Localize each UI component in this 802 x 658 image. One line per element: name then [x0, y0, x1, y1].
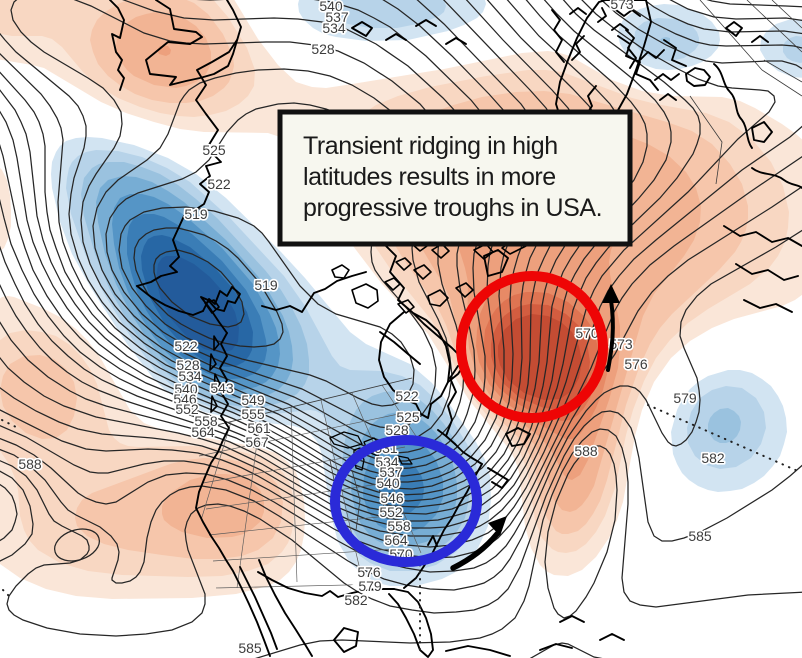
svg-text:progressive troughs in USA.: progressive troughs in USA.: [303, 194, 602, 222]
svg-text:Transient ridging in high: Transient ridging in high: [303, 132, 558, 160]
svg-text:525: 525: [396, 409, 420, 425]
svg-text:582: 582: [701, 450, 725, 466]
svg-text:534: 534: [178, 368, 202, 384]
svg-text:522: 522: [395, 388, 419, 404]
svg-text:555: 555: [241, 406, 265, 422]
svg-text:552: 552: [379, 504, 403, 520]
svg-text:549: 549: [241, 392, 265, 408]
svg-text:522: 522: [174, 338, 198, 354]
svg-text:537: 537: [379, 464, 403, 480]
svg-text:573: 573: [609, 336, 633, 352]
svg-text:552: 552: [175, 401, 199, 417]
svg-text:576: 576: [357, 564, 381, 580]
svg-text:558: 558: [194, 413, 218, 429]
svg-text:564: 564: [384, 532, 408, 548]
svg-text:519: 519: [184, 206, 208, 222]
svg-text:528: 528: [385, 422, 409, 438]
svg-text:522: 522: [207, 176, 231, 192]
svg-text:570: 570: [575, 325, 599, 341]
svg-text:573: 573: [610, 0, 634, 12]
svg-text:546: 546: [173, 391, 197, 407]
svg-text:588: 588: [18, 456, 42, 472]
svg-text:latitudes results in more: latitudes results in more: [303, 163, 556, 191]
svg-text:540: 540: [174, 381, 198, 397]
svg-text:534: 534: [322, 20, 346, 36]
svg-text:546: 546: [380, 490, 404, 506]
svg-text:534: 534: [375, 454, 399, 470]
svg-text:585: 585: [238, 640, 262, 656]
svg-text:558: 558: [387, 518, 411, 534]
svg-text:564: 564: [191, 424, 215, 440]
svg-text:585: 585: [688, 528, 712, 544]
svg-text:540: 540: [376, 475, 400, 491]
svg-text:528: 528: [311, 41, 335, 57]
svg-text:579: 579: [673, 390, 697, 406]
svg-text:588: 588: [574, 443, 598, 459]
svg-text:567: 567: [245, 434, 269, 450]
svg-text:579: 579: [358, 578, 382, 594]
svg-text:561: 561: [247, 420, 271, 436]
svg-text:540: 540: [319, 0, 343, 14]
svg-text:525: 525: [202, 142, 226, 158]
svg-text:537: 537: [325, 9, 349, 25]
svg-text:519: 519: [254, 277, 278, 293]
svg-text:528: 528: [176, 357, 200, 373]
svg-text:576: 576: [624, 356, 648, 372]
svg-text:543: 543: [210, 380, 234, 396]
svg-text:582: 582: [344, 592, 368, 608]
